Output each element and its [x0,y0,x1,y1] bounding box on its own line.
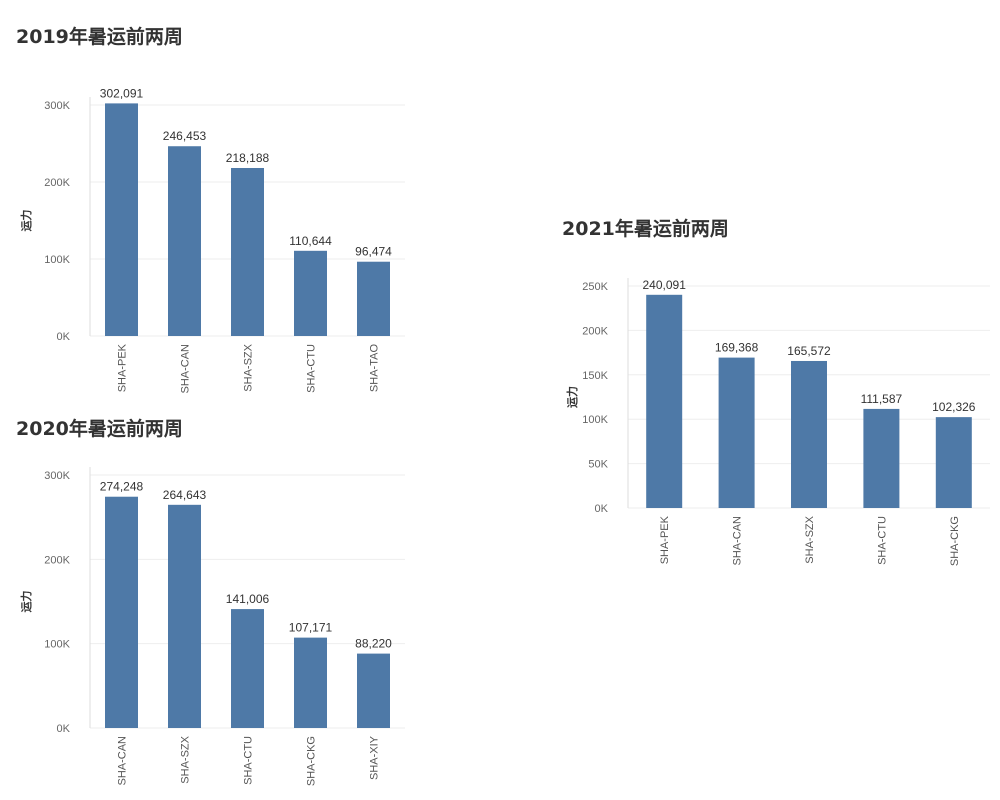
bar-sha-ctu [294,250,327,336]
data-label: 169,368 [715,341,759,355]
data-label: 141,006 [226,592,270,606]
x-tick-label: SHA-CAN [180,344,192,394]
x-tick-label: SHA-CKG [949,516,961,566]
y-tick-label: 200K [44,177,70,189]
y-tick-label: 300K [44,470,70,482]
data-label: 96,474 [355,245,392,259]
x-tick-label: SHA-SZX [804,515,816,563]
x-tick-label: SHA-PEK [659,515,671,564]
data-label: 110,644 [289,234,332,248]
y-axis-title: 运力 [19,210,33,232]
bar-sha-can [168,146,201,336]
chart-panel-2019: 2019年暑运前两周 0K 100K 200K 300K 运力 302,091 SHA-PE… [0,0,420,400]
bar-sha-ckg [935,417,972,508]
y-tick-label: 100K [582,414,608,426]
chart-panel-2020: 2020年暑运前两周 0K 100K 200K 300K 运力 274,248 SHA-CA… [0,400,420,800]
bar-sha-ctu [231,609,264,728]
x-tick-label: SHA-SZX [243,343,255,391]
bar-chart-2020: 0K 100K 200K 300K 运力 274,248 SHA-CAN 264,643 SHA… [19,467,405,786]
x-tick-label: SHA-TAO [369,344,381,393]
y-tick-label: 0K [57,723,71,735]
data-label: 111,587 [861,392,903,406]
y-tick-label: 300K [44,100,70,112]
x-tick-label: SHA-PEK [117,343,129,392]
chart-title: 2020年暑运前两周 [16,418,183,440]
data-label: 246,453 [163,129,207,143]
y-tick-label: 250K [582,281,608,293]
x-tick-label: SHA-CTU [876,516,888,565]
chart-panel-2021: 2021年暑运前两周 0K 50K 100K 150K 200K 250K 运力 240,09… [540,200,1000,580]
chart-title: 2019年暑运前两周 [16,26,183,48]
data-label: 165,572 [787,344,831,358]
y-axis-title: 运力 [565,386,579,408]
bar-sha-pek [646,294,683,508]
y-tick-label: 50K [588,459,608,471]
x-tick-label: SHA-CAN [117,736,129,786]
y-tick-label: 200K [44,554,70,566]
data-label: 274,248 [100,480,144,494]
bar-sha-tao [357,261,390,336]
bar-sha-szx [791,360,827,508]
bar-sha-ckg [294,637,327,728]
data-label: 264,643 [163,488,207,502]
data-label: 102,326 [932,400,976,414]
y-tick-label: 150K [582,370,608,382]
y-tick-label: 200K [582,325,608,337]
bar-sha-szx [231,167,264,336]
bar-chart-2021: 0K 50K 100K 150K 200K 250K 运力 240,091 SHA-PEK 169… [565,278,990,566]
bar-sha-ctu [863,408,900,508]
y-axis-title: 运力 [19,591,33,613]
bar-sha-pek [105,103,138,337]
bar-sha-xiy [357,653,390,728]
x-tick-label: SHA-CTU [306,344,318,393]
data-label: 302,091 [100,86,144,100]
x-tick-label: SHA-CKG [306,736,318,786]
x-tick-label: SHA-CTU [243,736,255,785]
bar-chart-2019: 0K 100K 200K 300K 运力 302,091 SHA-PEK 246,453 SHA… [19,86,405,394]
x-tick-label: SHA-CAN [732,516,744,566]
x-tick-label: SHA-SZX [180,735,192,783]
x-tick-label: SHA-XIY [369,735,381,780]
chart-title: 2021年暑运前两周 [562,218,729,240]
bar-sha-can [105,496,138,728]
y-tick-label: 0K [595,503,609,515]
data-label: 240,091 [643,278,687,292]
y-tick-label: 100K [44,254,70,266]
data-label: 88,220 [355,637,392,651]
y-tick-label: 0K [57,331,71,343]
bar-sha-szx [168,504,201,728]
bar-sha-can [718,357,755,508]
data-label: 218,188 [226,151,270,165]
data-label: 107,171 [289,621,333,635]
y-tick-label: 100K [44,639,70,651]
